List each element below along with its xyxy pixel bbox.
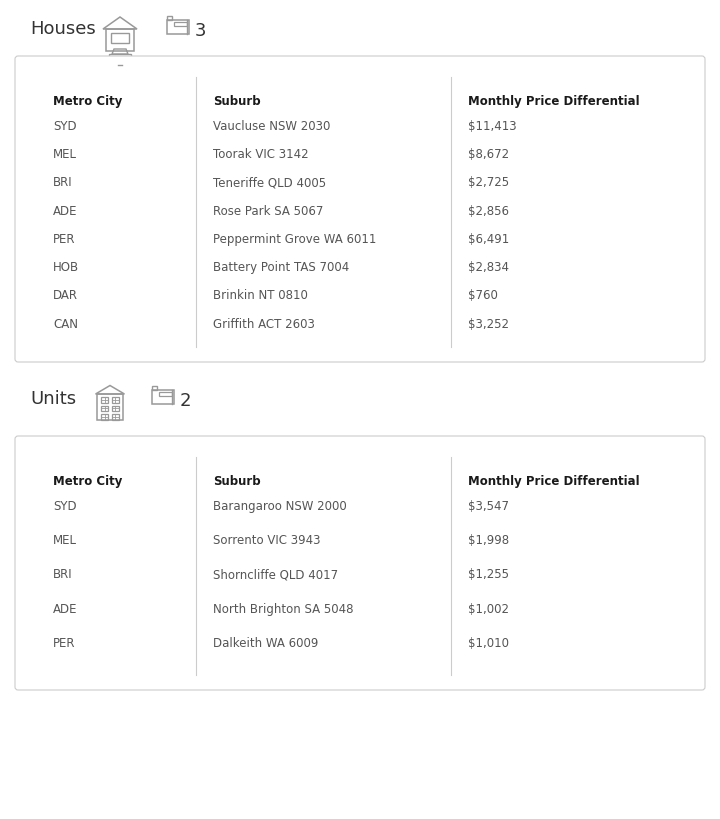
Text: BRI: BRI [53, 568, 73, 581]
Text: Metro City: Metro City [53, 474, 122, 487]
FancyBboxPatch shape [15, 437, 705, 690]
Text: $1,998: $1,998 [468, 533, 509, 546]
Text: $1,255: $1,255 [468, 568, 509, 581]
Text: 2: 2 [180, 391, 192, 410]
Text: $6,491: $6,491 [468, 233, 509, 246]
Text: $1,002: $1,002 [468, 602, 509, 615]
Text: PER: PER [53, 636, 76, 649]
Text: $1,010: $1,010 [468, 636, 509, 649]
Text: HOB: HOB [53, 261, 79, 274]
Text: Units: Units [30, 390, 76, 408]
Text: $2,856: $2,856 [468, 205, 509, 217]
Text: $2,725: $2,725 [468, 176, 509, 189]
Text: Griffith ACT 2603: Griffith ACT 2603 [213, 317, 315, 330]
Text: Monthly Price Differential: Monthly Price Differential [468, 95, 639, 108]
Text: ADE: ADE [53, 602, 78, 615]
Text: CAN: CAN [53, 317, 78, 330]
Text: Sorrento VIC 3943: Sorrento VIC 3943 [213, 533, 320, 546]
Text: Metro City: Metro City [53, 95, 122, 108]
Text: Toorak VIC 3142: Toorak VIC 3142 [213, 148, 309, 161]
Text: SYD: SYD [53, 120, 76, 133]
Text: MEL: MEL [53, 533, 77, 546]
Text: $8,672: $8,672 [468, 148, 509, 161]
Text: ADE: ADE [53, 205, 78, 217]
Text: Barangaroo NSW 2000: Barangaroo NSW 2000 [213, 500, 347, 513]
Text: $760: $760 [468, 289, 498, 302]
Text: MEL: MEL [53, 148, 77, 161]
Text: Vaucluse NSW 2030: Vaucluse NSW 2030 [213, 120, 330, 133]
Text: Monthly Price Differential: Monthly Price Differential [468, 474, 639, 487]
Text: $2,834: $2,834 [468, 261, 509, 274]
Text: $3,547: $3,547 [468, 500, 509, 513]
Text: Rose Park SA 5067: Rose Park SA 5067 [213, 205, 323, 217]
Text: $11,413: $11,413 [468, 120, 517, 133]
Text: Teneriffe QLD 4005: Teneriffe QLD 4005 [213, 176, 326, 189]
Text: 3: 3 [195, 22, 207, 40]
Text: Brinkin NT 0810: Brinkin NT 0810 [213, 289, 308, 302]
Text: Shorncliffe QLD 4017: Shorncliffe QLD 4017 [213, 568, 338, 581]
Text: SYD: SYD [53, 500, 76, 513]
Text: Dalkeith WA 6009: Dalkeith WA 6009 [213, 636, 318, 649]
Text: Battery Point TAS 7004: Battery Point TAS 7004 [213, 261, 349, 274]
Text: $3,252: $3,252 [468, 317, 509, 330]
Text: DAR: DAR [53, 289, 78, 302]
FancyBboxPatch shape [15, 57, 705, 363]
Text: Peppermint Grove WA 6011: Peppermint Grove WA 6011 [213, 233, 377, 246]
Text: North Brighton SA 5048: North Brighton SA 5048 [213, 602, 354, 615]
Text: Suburb: Suburb [213, 95, 261, 108]
Text: PER: PER [53, 233, 76, 246]
Text: Houses: Houses [30, 20, 96, 38]
Text: BRI: BRI [53, 176, 73, 189]
Text: Suburb: Suburb [213, 474, 261, 487]
